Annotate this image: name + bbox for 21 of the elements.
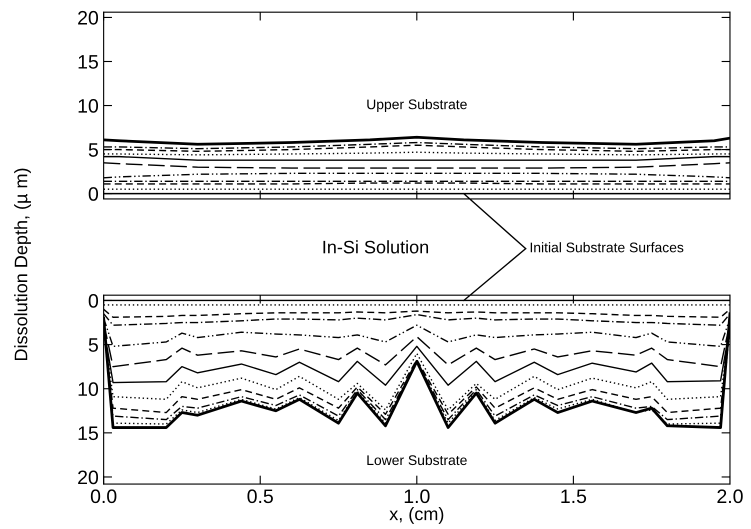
y-tick-label: 0 <box>88 294 98 308</box>
annotation: Lower Substrate <box>367 454 467 466</box>
x-tick-label: 2.0 <box>717 489 743 504</box>
x-axis-title: x, (cm) <box>389 507 444 524</box>
y-tick-label: 0 <box>88 187 98 201</box>
y-tick-label: 15 <box>78 55 98 69</box>
y-tick-label: 20 <box>78 10 98 25</box>
x-tick-label: 1.0 <box>404 489 430 504</box>
y-tick-label: 5 <box>88 338 98 352</box>
y-tick-label: 10 <box>78 382 98 396</box>
x-tick-label: 1.5 <box>561 490 586 504</box>
x-tick-label: 0.5 <box>247 489 273 504</box>
x-tick-label: 0.0 <box>90 489 116 504</box>
y-tick-label: 10 <box>78 99 98 113</box>
y-tick-label: 5 <box>88 143 98 157</box>
y-tick-label: 15 <box>78 426 98 440</box>
y-tick-label: 20 <box>78 470 98 484</box>
text: In-Si Solution <box>323 240 428 254</box>
annotation: Initial Substrate Surfaces <box>530 242 684 252</box>
y-axis-title: Dissolution Depth, (µ m) <box>14 168 31 360</box>
annotation: Upper Substrate <box>367 99 467 112</box>
